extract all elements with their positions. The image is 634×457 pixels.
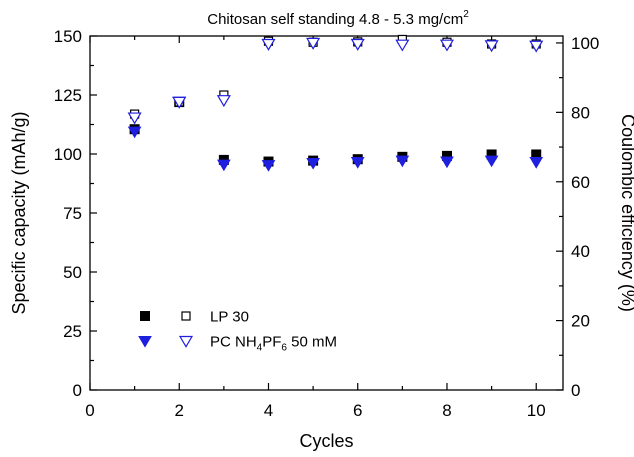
legend-label-part: PC NH [210, 334, 257, 351]
capacity-point-2-10 [529, 157, 544, 169]
y-tick-label: 75 [63, 204, 82, 223]
y-tick-label: 125 [54, 86, 82, 105]
y2-tick-label: 100 [571, 34, 599, 53]
legend-label-part: 4 [257, 343, 263, 354]
efficiency-point-3-9 [484, 40, 499, 53]
efficiency-point-3-1 [127, 112, 142, 125]
y-tick-label: 100 [54, 145, 82, 164]
efficiency-point-3-3 [216, 95, 231, 108]
efficiency-point-3-8 [439, 39, 455, 52]
efficiency-point-3-7 [395, 39, 410, 52]
chart-title-text: Chitosan self standing 4.8 - 5.3 mg/cm2 [207, 9, 469, 28]
efficiency-point-3-6 [350, 38, 365, 51]
legend-label-0: LP 30 [210, 309, 249, 326]
legend-marker-open-1 [178, 335, 194, 348]
y2-tick-label: 60 [571, 173, 590, 192]
y2-tick-label: 0 [571, 381, 580, 400]
capacity-point-2-4 [261, 160, 276, 172]
y2-tick-label: 40 [571, 242, 590, 261]
legend-label-part: PF [262, 334, 281, 351]
efficiency-point-3-4 [261, 38, 276, 51]
capacity-point-2-1 [127, 126, 142, 139]
legend-label-1: PC NH4PF6 50 mM [210, 334, 337, 354]
legend-marker-filled-0 [140, 311, 150, 321]
chart-title: Chitosan self standing 4.8 - 5.3 mg/cm2 [207, 9, 469, 28]
chart-title-main: Chitosan self standing 4.8 - 5.3 mg/cm [207, 11, 463, 28]
capacity-point-2-8 [440, 156, 454, 169]
y2-tick-label: 80 [571, 103, 590, 122]
x-tick-label: 2 [175, 401, 184, 420]
legend-label-part: 50 mM [287, 334, 337, 351]
capacity-point-2-9 [484, 155, 499, 168]
legend-label-part: 6 [281, 343, 287, 354]
legend-marker-open-0 [181, 311, 191, 321]
series-3 [127, 37, 544, 125]
efficiency-point-3-5 [306, 37, 321, 50]
axes: 0 2 4 6 8 100255075100125150020406080100Cycle… [9, 27, 634, 451]
y-axis-title: Specific capacity (mAh/g) [9, 111, 29, 314]
capacity-point-2-5 [306, 157, 320, 170]
series-1 [130, 34, 541, 119]
efficiency-point-3-10 [529, 40, 544, 53]
series-2 [127, 96, 544, 172]
capacity-point-2-6 [350, 157, 365, 169]
chart-title-superscript: 2 [463, 9, 469, 20]
legend-marker-filled-1 [138, 336, 152, 348]
data-marks [127, 34, 544, 172]
y2-axis-title: Coulombic efficiency (%) [618, 114, 634, 312]
x-tick-label: 10 [527, 401, 546, 420]
y-tick-label: 50 [63, 263, 82, 282]
y-tick-label: 0 [73, 381, 82, 400]
x-tick-label: 0 [85, 401, 94, 420]
efficiency-point-3-2 [172, 96, 187, 109]
x-tick-label: 6 [353, 401, 362, 420]
y-tick-label: 150 [54, 27, 82, 46]
capacity-point-2-3 [216, 159, 231, 172]
x-tick-label: 4 [264, 401, 273, 420]
y-tick-label: 25 [63, 322, 82, 341]
y2-tick-label: 20 [571, 312, 590, 331]
capacity-point-2-7 [395, 155, 410, 168]
x-axis-title: Cycles [299, 431, 353, 451]
x-tick-label: 8 [442, 401, 451, 420]
series-0 [129, 97, 542, 167]
legend: LP 30 PC NH4PF6 50 mM [138, 309, 337, 354]
